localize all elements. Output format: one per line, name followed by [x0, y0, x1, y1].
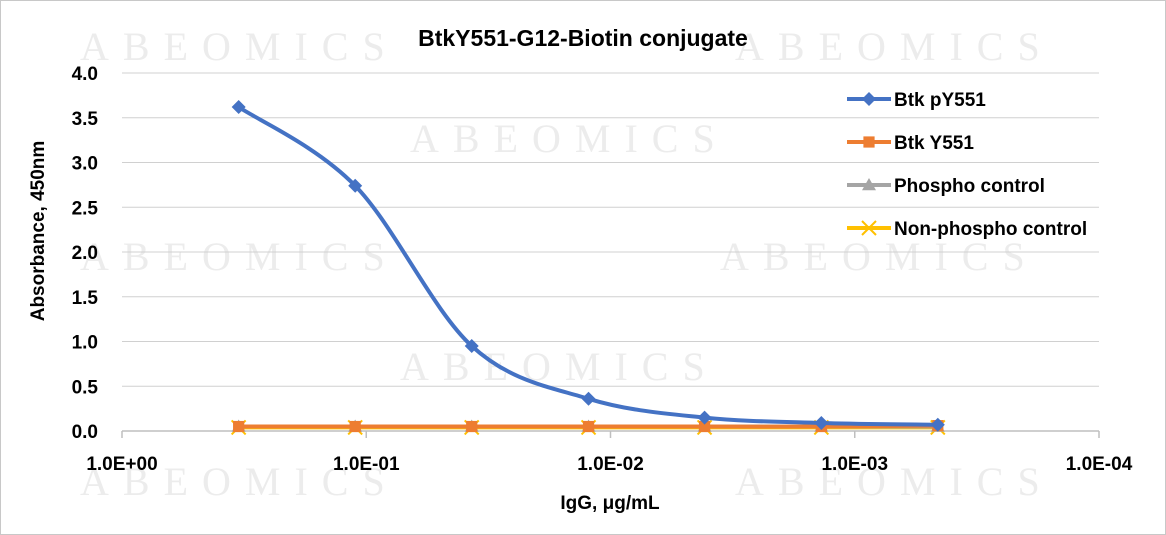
y-tick-label: 0.5	[72, 377, 99, 398]
legend-label: Non-phospho control	[894, 219, 1087, 240]
watermark-text: ABEOMICS	[400, 344, 719, 389]
chart-title: BtkY551-G12-Biotin conjugate	[418, 25, 748, 51]
data-point-square	[233, 420, 245, 433]
series-btk-py551	[231, 100, 945, 432]
watermark-text: ABEOMICS	[735, 24, 1054, 69]
y-tick-label: 1.5	[72, 288, 99, 309]
y-tick-label: 2.5	[72, 198, 99, 219]
watermark-text: ABEOMICS	[735, 459, 1054, 504]
y-axis-label: Absorbance, 450nm	[28, 141, 49, 322]
watermark-text: ABEOMICS	[80, 24, 399, 69]
data-point-diamond	[930, 417, 945, 432]
watermarks: ABEOMICS ABEOMICS ABEOMICS ABEOMICS ABEOMICS…	[80, 24, 1054, 504]
data-point-triangle	[862, 178, 876, 191]
watermark-text: ABEOMICS	[410, 116, 729, 161]
x-tick-label: 1.0E-04	[1066, 454, 1133, 475]
data-point-diamond	[231, 100, 246, 115]
data-point-x	[861, 220, 877, 236]
data-point-square	[582, 420, 595, 433]
y-tick-label: 4.0	[72, 64, 98, 85]
x-tick-label: 1.0E-01	[333, 454, 400, 475]
legend-label: Btk Y551	[894, 133, 974, 154]
gridlines	[122, 72, 1099, 387]
y-tick-label: 2.0	[72, 243, 98, 264]
watermark-text: ABEOMICS	[80, 234, 399, 279]
data-point-diamond	[862, 92, 876, 106]
y-tick-label: 3.5	[72, 109, 99, 130]
data-point-square	[698, 420, 711, 433]
legend-item: Btk pY551	[847, 90, 986, 111]
watermark-text: ABEOMICS	[720, 234, 1039, 279]
legend-label: Phospho control	[894, 176, 1045, 197]
legend-item: Phospho control	[847, 176, 1045, 197]
x-tick-label: 1.0E-02	[577, 454, 644, 475]
data-point-diamond	[348, 178, 363, 193]
data-point-square	[863, 136, 875, 148]
watermark-text: ABEOMICS	[80, 459, 399, 504]
legend: Btk pY551 Btk Y551 Phospho control Non-phos…	[847, 90, 1087, 240]
y-tick-label: 0.0	[72, 422, 98, 443]
legend-item: Btk Y551	[847, 133, 974, 154]
legend-item: Non-phospho control	[847, 219, 1087, 240]
series-layer	[230, 100, 946, 436]
data-point-square	[349, 420, 361, 433]
y-tick-label: 1.0	[72, 333, 98, 354]
x-axis-label: IgG, μg/mL	[560, 493, 660, 514]
legend-label: Btk pY551	[894, 90, 986, 111]
x-tick-label: 1.0E-03	[821, 454, 888, 475]
y-tick-label: 3.0	[72, 154, 98, 175]
data-point-diamond	[581, 391, 596, 406]
data-point-diamond	[814, 415, 829, 430]
data-point-diamond	[697, 410, 712, 425]
data-point-diamond	[464, 338, 479, 353]
data-point-square	[466, 420, 478, 433]
x-tick-label: 1.0E+00	[86, 454, 157, 475]
